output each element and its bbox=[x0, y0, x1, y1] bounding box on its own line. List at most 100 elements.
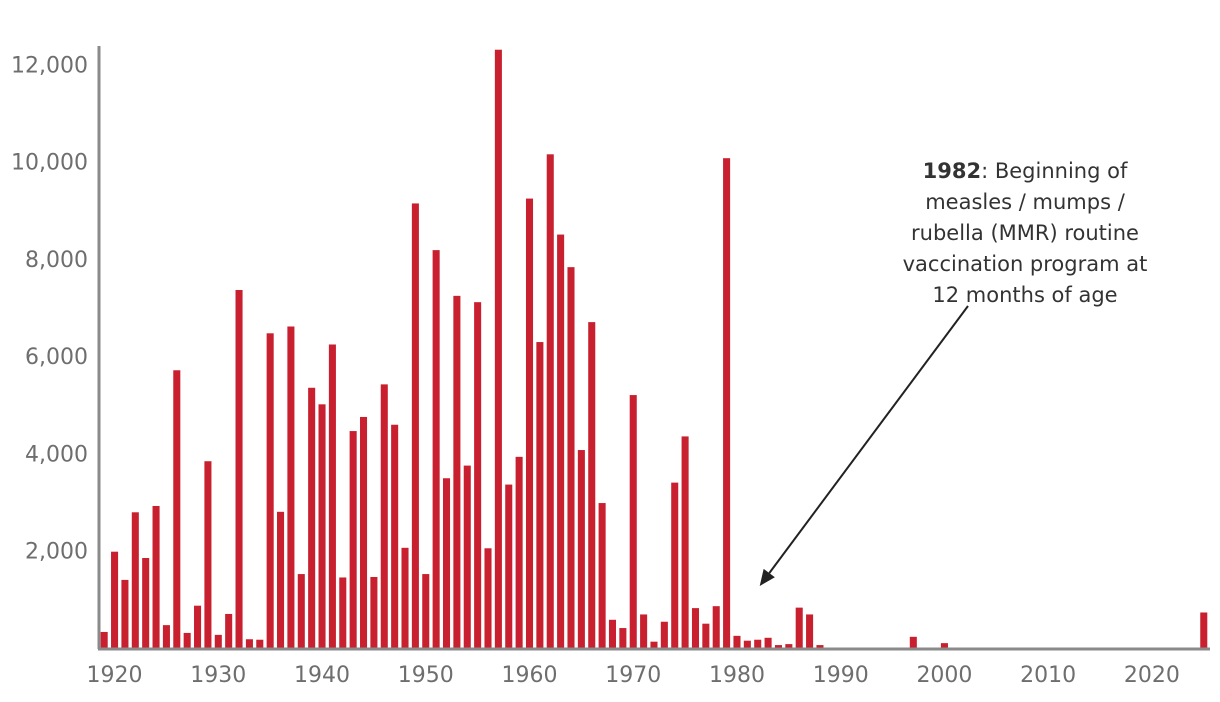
bar-1969 bbox=[619, 628, 627, 648]
annotation: 1982: Beginning of measles / mumps / rub… bbox=[759, 159, 1148, 586]
annotation-line-1: : Beginning of bbox=[981, 159, 1128, 183]
bar-1937 bbox=[287, 326, 295, 648]
x-axis: 1920 1930 1940 1950 1960 1970 1980 1990 2000 2010… bbox=[87, 647, 1210, 688]
bar-1965 bbox=[577, 450, 585, 648]
bar-1957 bbox=[494, 49, 502, 648]
bar-1960 bbox=[525, 198, 534, 648]
bar-1985 bbox=[785, 644, 793, 648]
bar-2025 bbox=[1200, 612, 1208, 648]
bar-2000 bbox=[940, 643, 948, 648]
bar-1939 bbox=[308, 387, 316, 648]
bar-1987 bbox=[806, 614, 814, 648]
bar-1925 bbox=[162, 625, 170, 648]
bar-1948 bbox=[401, 547, 409, 648]
x-tick-label: 1930 bbox=[190, 663, 246, 688]
bar-1933 bbox=[245, 639, 253, 648]
y-tick-label: 6,000 bbox=[25, 345, 88, 370]
y-tick-label: 2,000 bbox=[25, 540, 88, 565]
bar-1971 bbox=[640, 614, 648, 648]
bar-1943 bbox=[349, 431, 357, 648]
x-tick-label: 1940 bbox=[294, 663, 350, 688]
x-tick-label: 1990 bbox=[813, 663, 869, 688]
annotation-line-3: rubella (MMR) routine bbox=[911, 221, 1139, 245]
bar-1945 bbox=[370, 576, 378, 648]
bar-1962 bbox=[546, 154, 554, 648]
bar-1966 bbox=[588, 322, 596, 648]
bar-1941 bbox=[328, 344, 336, 648]
bar-1924 bbox=[152, 505, 160, 648]
bar-1964 bbox=[567, 267, 575, 648]
bar-1982 bbox=[754, 639, 762, 648]
bar-1947 bbox=[391, 424, 399, 648]
bar-1959 bbox=[515, 456, 523, 648]
bar-1986 bbox=[795, 607, 803, 648]
bar-1928 bbox=[194, 605, 202, 648]
bar-1984 bbox=[774, 645, 782, 648]
bar-1923 bbox=[142, 558, 150, 648]
bar-1926 bbox=[173, 370, 181, 648]
y-axis: 2,000 4,000 6,000 8,000 10,000 12,000 bbox=[11, 46, 101, 649]
bar-1973 bbox=[660, 621, 668, 648]
annotation-line-2: measles / mumps / bbox=[925, 190, 1125, 214]
bar-1944 bbox=[359, 416, 368, 648]
annotation-arrowhead-icon bbox=[759, 568, 775, 586]
bar-1977 bbox=[702, 623, 710, 648]
bar-1922 bbox=[131, 512, 139, 648]
bar-1936 bbox=[277, 511, 285, 648]
bar-1956 bbox=[484, 548, 492, 648]
bar-1946 bbox=[380, 384, 388, 648]
bar-1958 bbox=[505, 484, 513, 648]
bar-1981 bbox=[743, 640, 751, 648]
bar-1961 bbox=[536, 342, 544, 648]
bar-1938 bbox=[297, 574, 305, 648]
bar-1931 bbox=[225, 613, 233, 648]
bar-1979 bbox=[723, 158, 731, 649]
y-tick-label: 10,000 bbox=[11, 151, 88, 176]
annotation-year: 1982 bbox=[923, 159, 981, 183]
y-tick-label: 4,000 bbox=[25, 442, 88, 467]
bar-1972 bbox=[650, 641, 658, 648]
bar-1988 bbox=[816, 645, 824, 648]
x-tick-label: 2010 bbox=[1020, 663, 1076, 688]
bar-1935 bbox=[266, 333, 274, 648]
bar-1970 bbox=[629, 395, 637, 648]
bar-1974 bbox=[671, 482, 679, 648]
bar-1976 bbox=[691, 608, 700, 648]
x-tick-label: 2000 bbox=[916, 663, 972, 688]
x-tick-label: 1980 bbox=[709, 663, 765, 688]
bar-1967 bbox=[598, 503, 606, 648]
bar-1952 bbox=[442, 478, 451, 648]
x-tick-label: 2020 bbox=[1124, 663, 1180, 688]
x-tick-label: 1960 bbox=[501, 663, 557, 688]
bar-1975 bbox=[681, 436, 689, 648]
bar-1954 bbox=[463, 465, 471, 648]
bar-1953 bbox=[453, 295, 461, 648]
bar-1983 bbox=[764, 637, 772, 648]
annotation-line-5: 12 months of age bbox=[932, 283, 1117, 307]
bar-1934 bbox=[256, 639, 264, 648]
bar-1940 bbox=[318, 404, 326, 648]
bar-1930 bbox=[214, 634, 222, 648]
bar-1929 bbox=[204, 461, 212, 648]
bar-1997 bbox=[909, 636, 917, 648]
bar-1919 bbox=[100, 631, 108, 648]
bar-1980 bbox=[733, 635, 741, 648]
bar-series bbox=[100, 49, 1208, 649]
y-tick-label: 8,000 bbox=[25, 248, 88, 273]
y-tick-label: 12,000 bbox=[11, 53, 88, 78]
x-tick-label: 1970 bbox=[605, 663, 661, 688]
bar-1955 bbox=[474, 302, 482, 648]
annotation-line-4: vaccination program at bbox=[903, 252, 1148, 276]
bar-1951 bbox=[432, 250, 440, 648]
annotation-arrow bbox=[768, 305, 969, 574]
x-tick-label: 1920 bbox=[87, 663, 143, 688]
bar-1927 bbox=[183, 632, 191, 648]
x-tick-label: 1950 bbox=[398, 663, 454, 688]
bar-1942 bbox=[339, 577, 347, 648]
bar-1968 bbox=[608, 619, 617, 648]
bar-1920 bbox=[111, 551, 119, 648]
annotation-text: 1982: Beginning of bbox=[923, 159, 1128, 183]
bar-1963 bbox=[557, 234, 565, 648]
bar-1950 bbox=[422, 574, 430, 648]
